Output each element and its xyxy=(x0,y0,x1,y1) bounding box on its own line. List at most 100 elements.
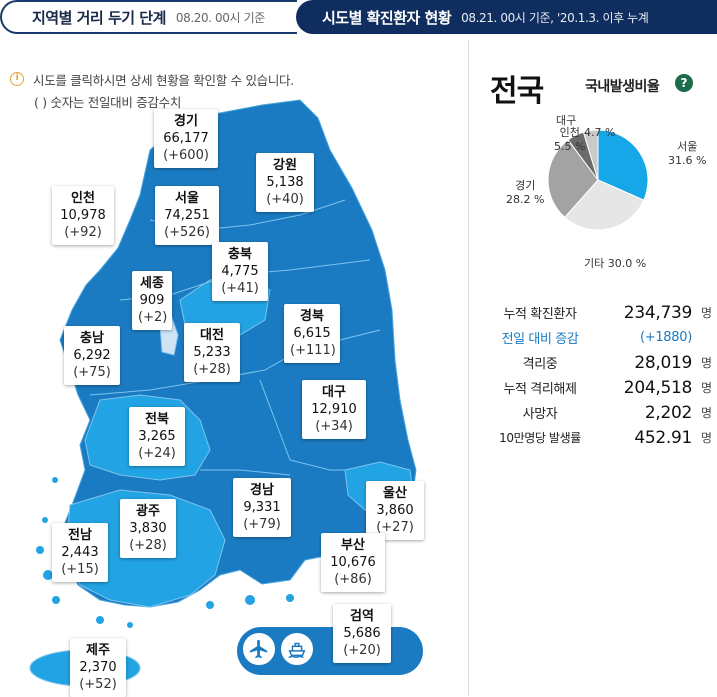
stat-label: 사망자 xyxy=(522,407,558,422)
region-value: 2,443 xyxy=(61,545,99,560)
slice-percent: 4.7 % xyxy=(584,126,616,139)
region-name: 대전 xyxy=(200,328,224,343)
region-value: 6,292 xyxy=(73,348,111,363)
region-gwangju[interactable]: 광주 3,830 (+28) xyxy=(120,499,176,558)
region-delta: (+41) xyxy=(221,281,259,296)
region-incheon[interactable]: 인천 10,978 (+92) xyxy=(52,186,114,245)
region-value: 5,233 xyxy=(193,345,231,360)
airplane-icon[interactable] xyxy=(241,631,277,667)
ship-icon-glyph xyxy=(288,642,306,658)
region-delta: (+40) xyxy=(266,192,304,207)
pie-label-incheon: 인천 5.5 % xyxy=(554,126,585,154)
region-delta: (+79) xyxy=(243,517,281,532)
region-jeonbuk[interactable]: 전북 3,265 (+24) xyxy=(129,407,185,466)
slice-percent: 30.0 % xyxy=(607,257,647,270)
region-sejong[interactable]: 세종 909 (+2) xyxy=(132,271,172,330)
region-name: 전남 xyxy=(68,528,92,543)
region-value: 2,370 xyxy=(79,660,117,675)
stat-unit: 명 xyxy=(700,306,712,320)
region-value: 909 xyxy=(139,293,165,308)
region-name: 충남 xyxy=(80,331,104,346)
tab-distancing-level[interactable]: 지역별 거리 두기 단계 08.20. 00시 기준 xyxy=(0,0,297,34)
slice-name: 기타 xyxy=(584,257,605,270)
region-gyeongbuk[interactable]: 경북 6,615 (+111) xyxy=(284,304,340,363)
region-name: 광주 xyxy=(136,504,160,519)
pie-label-daegu: 대구 xyxy=(556,114,576,128)
region-name: 경기 xyxy=(174,114,198,129)
slice-name: 서울 xyxy=(677,140,698,153)
region-seoul[interactable]: 서울 74,251 (+526) xyxy=(155,186,219,245)
region-delta: (+20) xyxy=(343,643,381,658)
domestic-ratio-label: 국내발생비율 xyxy=(585,79,660,95)
national-title: 전국 xyxy=(490,74,544,109)
region-jeju[interactable]: 제주 2,370 (+52) xyxy=(70,638,126,697)
pie-slice xyxy=(547,139,599,219)
stat-value: 452.91 xyxy=(634,427,692,448)
region-value: 10,676 xyxy=(330,555,376,570)
region-name: 경북 xyxy=(300,309,324,324)
region-delta: (+28) xyxy=(193,362,231,377)
stat-value: (+1880) xyxy=(639,330,692,345)
region-daegu[interactable]: 대구 12,910 (+34) xyxy=(302,380,366,439)
stat-unit: 명 xyxy=(700,431,712,445)
region-delta: (+92) xyxy=(64,225,102,240)
region-value: 5,686 xyxy=(343,626,381,641)
region-delta: (+34) xyxy=(315,419,353,434)
stat-isolated: 격리중 28,019 명 xyxy=(484,350,712,375)
slice-percent: 28.2 % xyxy=(506,193,545,206)
region-name: 세종 xyxy=(140,276,164,291)
pie-label-other: 기타 30.0 % xyxy=(584,257,646,271)
slice-name: 대구 xyxy=(556,114,577,127)
region-gangwon[interactable]: 강원 5,138 (+40) xyxy=(256,153,314,212)
region-jeonnam[interactable]: 전남 2,443 (+15) xyxy=(52,523,108,582)
region-busan[interactable]: 부산 10,676 (+86) xyxy=(321,533,385,592)
stat-total-confirmed: 누적 확진환자 234,739 명 xyxy=(484,300,712,325)
pie-slice xyxy=(597,129,649,201)
region-name: 제주 xyxy=(86,643,110,658)
korea-map xyxy=(29,99,417,687)
national-stats: 누적 확진환자 234,739 명 전일 대비 증감 (+1880) 격리중 2… xyxy=(484,300,712,450)
region-delta: (+52) xyxy=(79,677,117,692)
stat-label: 누적 격리해제 xyxy=(503,382,577,397)
stat-value: 2,202 xyxy=(644,402,692,423)
region-delta: (+600) xyxy=(163,148,209,163)
region-name: 부산 xyxy=(341,538,365,553)
region-value: 66,177 xyxy=(163,131,209,146)
region-value: 74,251 xyxy=(164,208,210,223)
region-ulsan[interactable]: 울산 3,860 (+27) xyxy=(366,481,424,540)
region-gyeonggi[interactable]: 경기 66,177 (+600) xyxy=(154,109,218,168)
region-quarantine[interactable]: 검역 5,686 (+20) xyxy=(333,604,391,663)
notice-line2: ( ) 숫자는 전일대비 증감수치 xyxy=(34,94,182,110)
panel-divider xyxy=(468,40,469,696)
stat-unit: 명 xyxy=(700,356,712,370)
region-delta: (+86) xyxy=(334,572,372,587)
region-name: 인천 xyxy=(71,191,95,206)
tab-confirmed-cases[interactable]: 시도별 확진환자 현황 08.21. 00시 기준, '20.1.3. 이후 누… xyxy=(296,0,717,34)
help-icon[interactable]: ? xyxy=(675,74,693,92)
stat-label: 누적 확진환자 xyxy=(503,307,577,322)
notice: i 시도를 클릭하시면 상세 현황을 확인할 수 있습니다. ( ) 숫자는 전… xyxy=(10,68,294,112)
region-value: 3,265 xyxy=(138,429,176,444)
region-chungnam[interactable]: 충남 6,292 (+75) xyxy=(64,326,120,385)
region-value: 12,910 xyxy=(311,402,357,417)
region-gyeongnam[interactable]: 경남 9,331 (+79) xyxy=(233,478,291,537)
stat-label: 10만명당 발생률 xyxy=(499,431,581,445)
pie-label-gyeonggi: 경기 28.2 % xyxy=(506,179,544,207)
region-delta: (+526) xyxy=(164,225,210,240)
info-icon: i xyxy=(10,72,24,86)
region-value: 3,830 xyxy=(129,521,167,536)
slice-name: 경기 xyxy=(515,179,536,192)
stat-unit: 명 xyxy=(700,381,712,395)
region-value: 9,331 xyxy=(243,500,281,515)
airplane-icon-glyph xyxy=(249,639,268,659)
region-daejeon[interactable]: 대전 5,233 (+28) xyxy=(184,323,240,382)
slice-name: 인천 xyxy=(559,126,580,139)
region-chungbuk[interactable]: 충북 4,775 (+41) xyxy=(212,242,268,301)
pie-chart: 대구 인천 5.5 % 4.7 % 서울 31.6 % 경기 28.2 % 기타… xyxy=(470,100,717,280)
ship-icon[interactable] xyxy=(279,631,315,667)
stat-incidence-rate: 10만명당 발생률 452.91 명 xyxy=(484,425,712,450)
region-value: 3,860 xyxy=(376,503,414,518)
tab-title: 시도별 확진환자 현황 xyxy=(322,8,452,27)
region-delta: (+75) xyxy=(73,365,111,380)
tab-subtitle: 08.21. 00시 기준, '20.1.3. 이후 누계 xyxy=(461,10,649,25)
